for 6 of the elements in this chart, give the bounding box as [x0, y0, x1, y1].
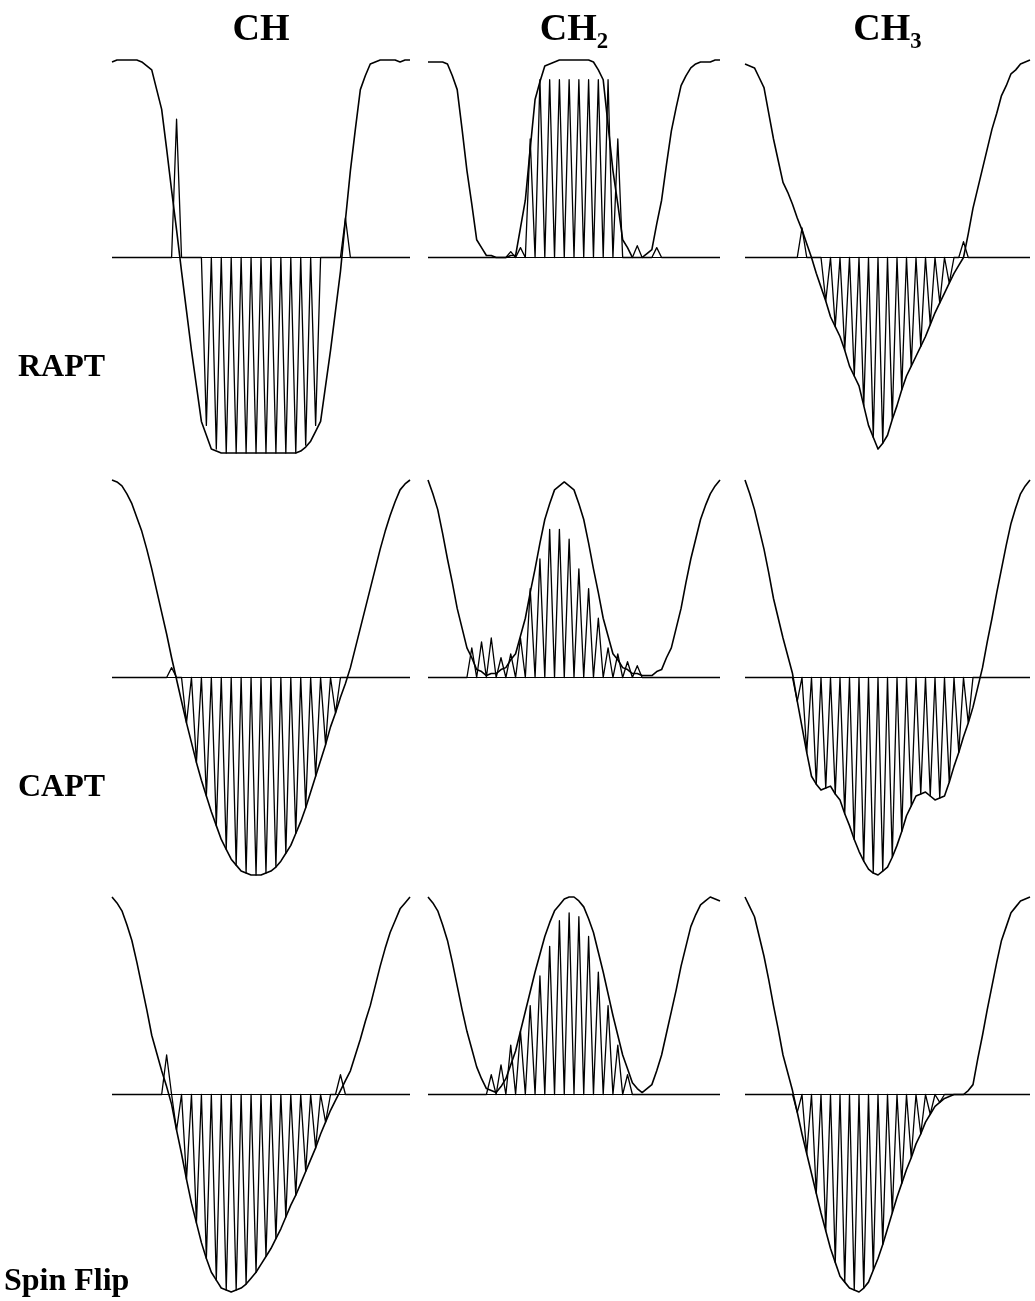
y-axis-title: CAPT — [18, 766, 106, 803]
y-axis-title: RAPT — [18, 346, 106, 383]
chart-title: CH — [232, 6, 290, 48]
chart-title: CH₃ — [853, 6, 922, 48]
y-axis-title: Spin Flip — [4, 1261, 130, 1297]
chart-title: CH₂ — [539, 6, 609, 48]
